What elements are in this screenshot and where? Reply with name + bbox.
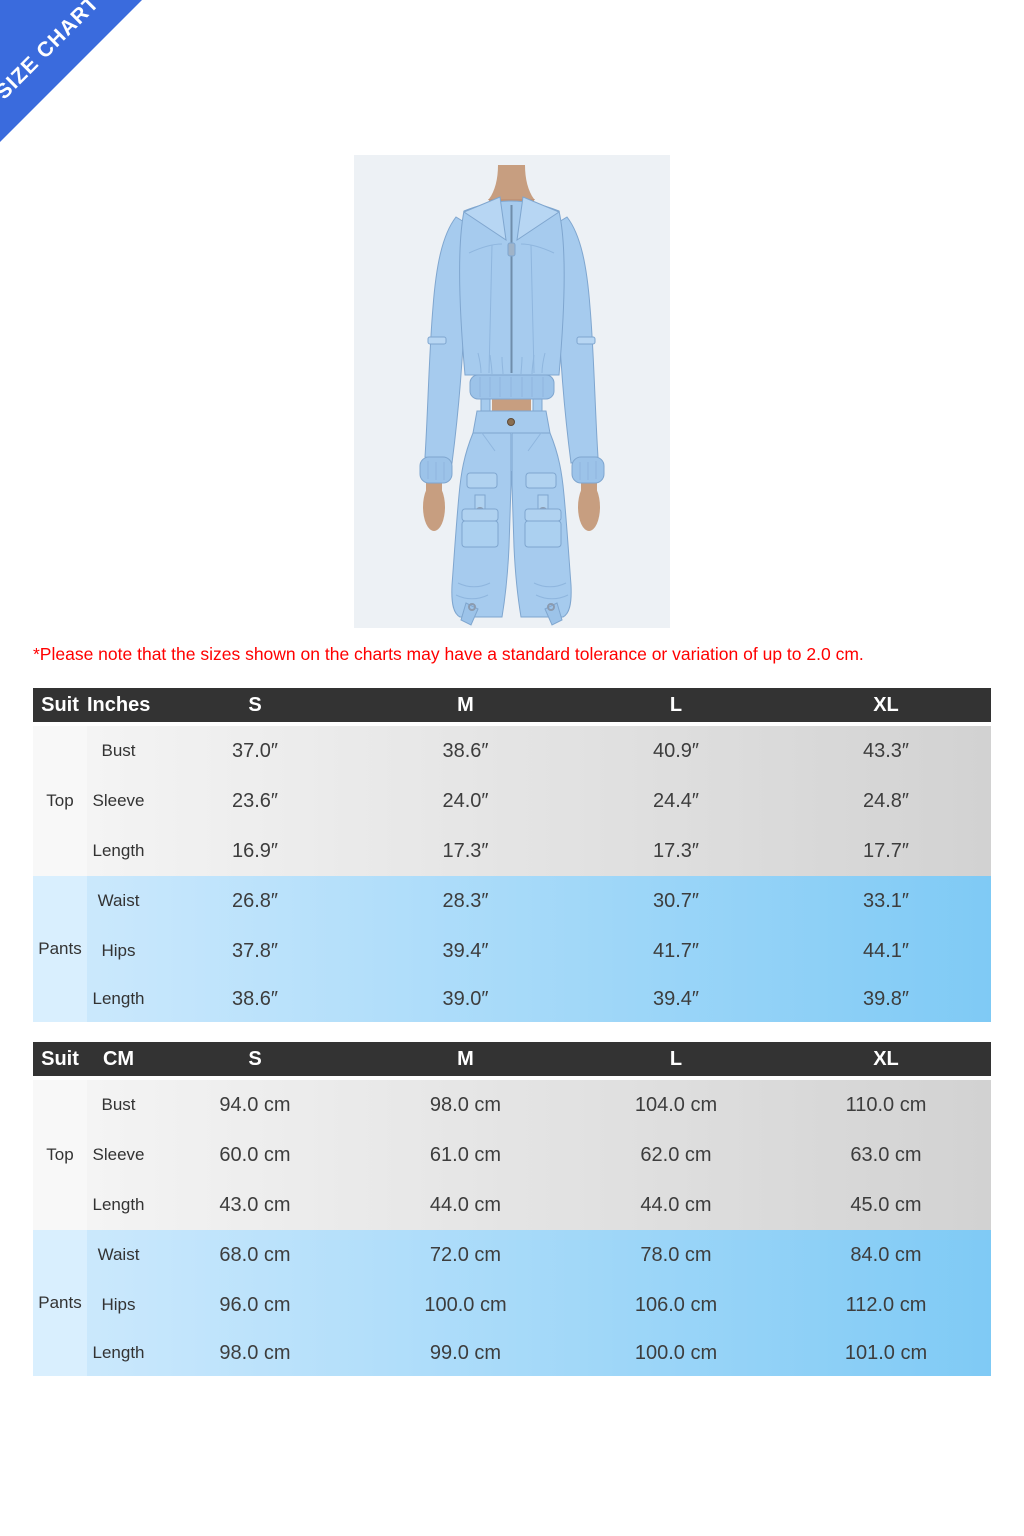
row-label-cell: Length — [92, 989, 145, 1008]
header-cell-size-s: S — [150, 1042, 360, 1080]
size-table-inches: Suit Inches S M L XL Top Bust 37.0″ 38.6… — [33, 688, 991, 1022]
size-value-cell: 96.0 cm — [219, 1293, 291, 1316]
header-cell-size-m: M — [360, 1042, 571, 1080]
size-value-cell: 37.8″ — [231, 939, 278, 962]
table-row: Hips 37.8″ 39.4″ 41.7″ 44.1″ — [33, 926, 991, 976]
table-header-row: Suit CM S M L XL — [33, 1042, 991, 1080]
header-cell-size-s: S — [150, 688, 360, 726]
section-label-cell: Pants — [33, 1230, 87, 1376]
row-label-cell: Length — [92, 1343, 145, 1362]
size-value-cell: 39.4″ — [442, 939, 489, 962]
table-row: Length 16.9″ 17.3″ 17.3″ 17.7″ — [33, 826, 991, 876]
header-cell-size-xl: XL — [781, 688, 991, 726]
size-value-cell: 100.0 cm — [634, 1341, 718, 1364]
table-row: Length 43.0 cm 44.0 cm 44.0 cm 45.0 cm — [33, 1180, 991, 1230]
size-value-cell: 100.0 cm — [424, 1293, 507, 1316]
size-value-cell: 33.1″ — [862, 889, 909, 912]
size-value-cell: 38.6″ — [442, 739, 489, 762]
size-value-cell: 45.0 cm — [850, 1193, 922, 1216]
size-value-cell: 98.0 cm — [219, 1341, 291, 1364]
size-value-cell: 39.4″ — [652, 987, 699, 1010]
size-value-cell: 44.1″ — [862, 939, 909, 962]
header-cell-unit: CM — [87, 1042, 150, 1080]
table-row: Sleeve 23.6″ 24.0″ 24.4″ 24.8″ — [33, 776, 991, 826]
row-label-cell: Length — [92, 1195, 145, 1214]
size-value-cell: 98.0 cm — [429, 1093, 502, 1116]
size-value-cell: 84.0 cm — [850, 1243, 922, 1266]
section-label-cell: Pants — [33, 876, 87, 1022]
table-row: Top Bust 94.0 cm 98.0 cm 104.0 cm 110.0 … — [33, 1080, 991, 1230]
row-label-cell: Sleeve — [92, 1145, 145, 1164]
size-value-cell: 37.0″ — [231, 739, 278, 762]
size-value-cell: 112.0 cm — [845, 1293, 927, 1316]
size-value-cell: 99.0 cm — [429, 1341, 502, 1364]
size-value-cell: 41.7″ — [652, 939, 699, 962]
size-value-cell: 101.0 cm — [844, 1341, 928, 1364]
size-value-cell: 43.0 cm — [219, 1193, 291, 1216]
size-value-cell: 60.0 cm — [219, 1143, 291, 1166]
table-header-row: Suit Inches S M L XL — [33, 688, 991, 726]
size-value-cell: 24.0″ — [442, 789, 489, 812]
row-label-cell: Hips — [101, 1295, 136, 1314]
tolerance-note: *Please note that the sizes shown on the… — [33, 644, 864, 664]
row-label-cell: Waist — [97, 891, 140, 910]
product-photo — [354, 155, 670, 628]
header-cell-size-l: L — [571, 1042, 781, 1080]
size-value-cell: 17.7″ — [862, 839, 909, 862]
table-row: Sleeve 60.0 cm 61.0 cm 62.0 cm 63.0 cm — [33, 1130, 991, 1180]
size-value-cell: 106.0 cm — [634, 1293, 718, 1316]
header-cell-unit: Inches — [87, 688, 150, 726]
size-value-cell: 94.0 cm — [219, 1093, 291, 1116]
table-row: Top Bust 37.0″ 38.6″ 40.9″ 43.3″ — [33, 726, 991, 876]
jacket — [419, 196, 605, 488]
size-value-cell: 78.0 cm — [640, 1243, 712, 1266]
size-value-cell: 38.6″ — [231, 987, 278, 1010]
row-label-cell: Bust — [101, 741, 136, 760]
size-value-cell: 110.0 cm — [845, 1093, 927, 1116]
header-cell-size-m: M — [360, 688, 571, 726]
table-row: Hips 96.0 cm 100.0 cm 106.0 cm 112.0 cm — [33, 1280, 991, 1330]
size-value-cell: 61.0 cm — [429, 1143, 502, 1166]
size-value-cell: 17.3″ — [442, 839, 489, 862]
size-chart-ribbon: SIZE CHART — [0, 0, 142, 142]
header-cell-size-xl: XL — [781, 1042, 991, 1080]
size-value-cell: 39.0″ — [442, 987, 489, 1010]
header-cell-suit: Suit — [33, 1042, 87, 1080]
size-value-cell: 28.3″ — [442, 889, 489, 912]
size-value-cell: 104.0 cm — [634, 1093, 718, 1116]
size-value-cell: 26.8″ — [231, 889, 278, 912]
size-value-cell: 63.0 cm — [850, 1143, 922, 1166]
size-value-cell: 43.3″ — [862, 739, 909, 762]
section-label-cell: Top — [33, 726, 87, 876]
size-value-cell: 62.0 cm — [640, 1143, 712, 1166]
row-label-cell: Bust — [101, 1095, 136, 1114]
table-row: Pants Waist 68.0 cm 72.0 cm 78.0 cm 84.0… — [33, 1230, 991, 1376]
header-cell-size-l: L — [571, 688, 781, 726]
size-value-cell: 23.6″ — [231, 789, 278, 812]
row-label-cell: Hips — [101, 941, 136, 960]
size-value-cell: 24.4″ — [652, 789, 699, 812]
row-label-cell: Waist — [97, 1245, 140, 1264]
table-row: Length 98.0 cm 99.0 cm 100.0 cm 101.0 cm — [33, 1330, 991, 1376]
row-label-cell: Length — [92, 841, 145, 860]
size-value-cell: 44.0 cm — [429, 1193, 502, 1216]
size-value-cell: 39.8″ — [862, 987, 909, 1010]
ribbon-label: SIZE CHART — [0, 0, 104, 104]
section-label-cell: Top — [33, 1080, 87, 1230]
size-value-cell: 68.0 cm — [219, 1243, 291, 1266]
size-value-cell: 24.8″ — [862, 789, 909, 812]
header-cell-suit: Suit — [33, 688, 87, 726]
size-value-cell: 17.3″ — [652, 839, 699, 862]
row-label-cell: Sleeve — [92, 791, 145, 810]
pants — [451, 410, 572, 626]
table-row: Pants Waist 26.8″ 28.3″ 30.7″ 33.1″ — [33, 876, 991, 1022]
size-value-cell: 72.0 cm — [429, 1243, 502, 1266]
size-value-cell: 16.9″ — [231, 839, 278, 862]
size-value-cell: 30.7″ — [652, 889, 699, 912]
size-value-cell: 44.0 cm — [640, 1193, 712, 1216]
size-table-cm: Suit CM S M L XL Top Bust 94.0 cm 98.0 c… — [33, 1042, 991, 1376]
table-row: Length 38.6″ 39.0″ 39.4″ 39.8″ — [33, 976, 991, 1022]
size-value-cell: 40.9″ — [652, 739, 699, 762]
